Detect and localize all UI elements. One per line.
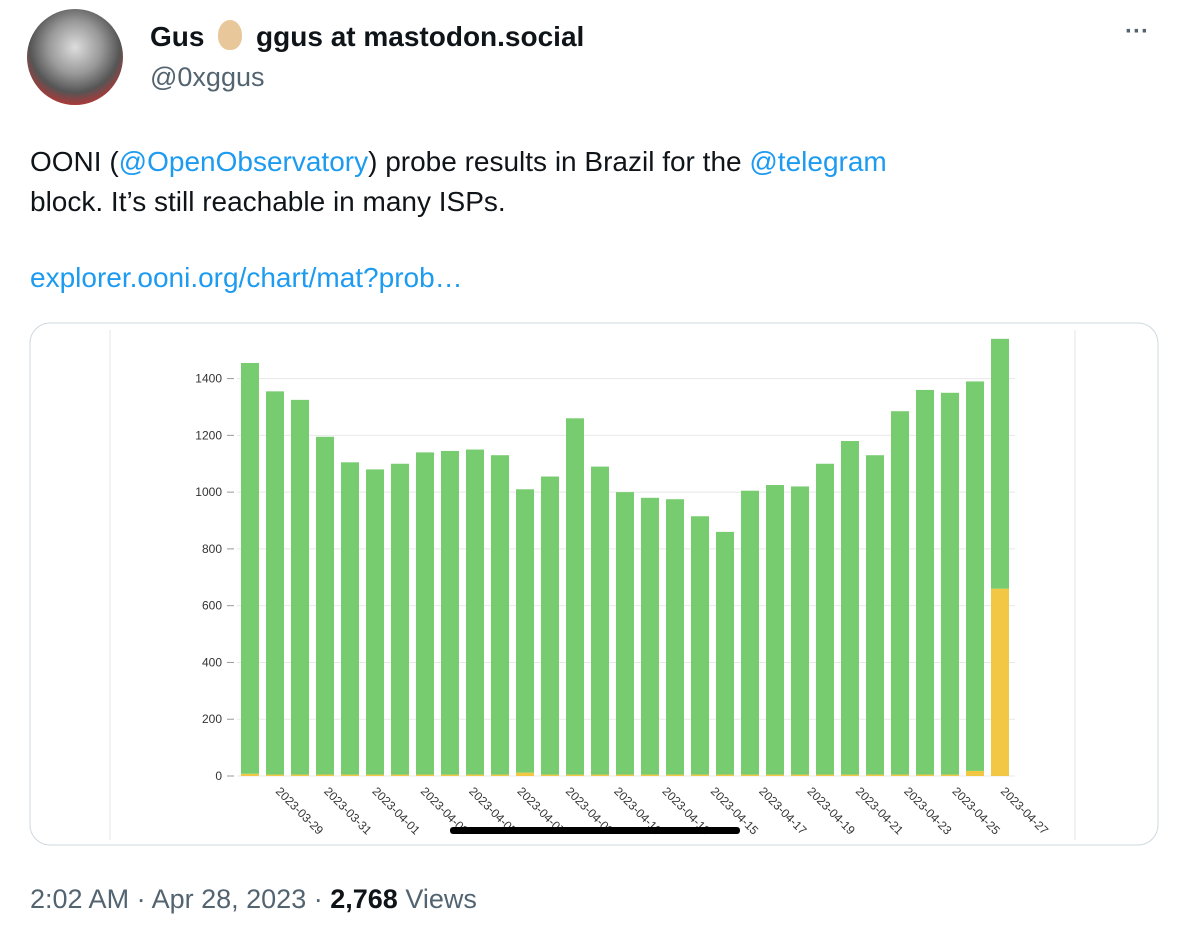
bar-segment	[966, 770, 984, 776]
bar-segment	[791, 774, 809, 776]
bar-segment	[966, 381, 984, 771]
bar-segment	[566, 418, 584, 775]
time[interactable]: 2:02 AM	[30, 884, 130, 914]
y-tick-label: 200	[202, 712, 222, 726]
bar-segment	[491, 774, 509, 776]
garlic-icon	[218, 20, 243, 50]
y-tick-label: 600	[202, 599, 222, 613]
bar-segment	[691, 774, 709, 776]
bar-segment	[941, 774, 959, 776]
more-menu[interactable]: ···	[1125, 18, 1149, 45]
bar-segment	[491, 455, 509, 775]
views-count: 2,768	[330, 884, 398, 914]
bar-segment	[541, 476, 559, 775]
tweet-meta: 2:02 AM · Apr 28, 2023 · 2,768 Views	[30, 884, 477, 915]
bar-segment	[316, 774, 334, 776]
bar-segment	[891, 411, 909, 775]
text: block. It’s still reachable in many ISPs…	[30, 186, 506, 217]
y-tick-label: 0	[215, 769, 222, 783]
bar-segment	[716, 774, 734, 776]
bar-segment	[891, 774, 909, 776]
bar-segment	[941, 392, 959, 775]
y-tick-label: 400	[202, 655, 222, 669]
bar-segment	[741, 774, 759, 776]
bar-segment	[241, 362, 259, 774]
bar-segment	[866, 774, 884, 776]
bar-segment	[366, 469, 384, 775]
bar-segment	[641, 497, 659, 775]
bar-segment	[841, 441, 859, 775]
bar-segment	[416, 452, 434, 775]
separator: ·	[136, 884, 146, 914]
tweet-text: OONI (@OpenObservatory) probe results in…	[30, 142, 887, 222]
bar-segment	[816, 463, 834, 775]
bar-segment	[641, 774, 659, 776]
bar-segment	[591, 774, 609, 776]
bar-segment	[266, 774, 284, 776]
bar-segment	[791, 486, 809, 775]
bar-segment	[441, 774, 459, 776]
separator: ·	[313, 884, 323, 914]
bar-segment	[816, 774, 834, 776]
y-tick-label: 1000	[195, 485, 222, 499]
bar-segment	[341, 774, 359, 776]
text: ) probe results in Brazil for the	[368, 146, 750, 177]
bar-segment	[616, 492, 634, 775]
bar-segment	[716, 531, 734, 775]
bar-segment	[591, 466, 609, 775]
bar-segment	[766, 774, 784, 776]
date[interactable]: Apr 28, 2023	[151, 884, 307, 914]
bar-segment	[741, 490, 759, 775]
bar-segment	[391, 774, 409, 776]
name-suffix: ggus at mastodon.social	[256, 21, 585, 52]
bar-segment	[466, 774, 484, 776]
text: OONI (	[30, 146, 119, 177]
bar-segment	[291, 399, 309, 775]
bar-segment	[466, 449, 484, 775]
mention[interactable]: @telegram	[749, 146, 887, 177]
link[interactable]: explorer.ooni.org/chart/mat?prob…	[30, 262, 463, 293]
bar-segment	[991, 588, 1009, 776]
bar-segment	[916, 774, 934, 776]
handle[interactable]: @0xggus	[150, 62, 265, 92]
bar-segment	[566, 774, 584, 776]
bar-segment	[366, 774, 384, 776]
redaction-bar	[450, 827, 740, 834]
bar-segment	[666, 499, 684, 775]
bar-segment	[516, 489, 534, 773]
bar-segment	[341, 462, 359, 775]
display-name[interactable]: Gus ggus at mastodon.social	[150, 20, 584, 53]
name: Gus	[150, 21, 205, 52]
bar-segment	[241, 773, 259, 776]
y-tick-label: 800	[202, 542, 222, 556]
y-tick-label: 1200	[195, 428, 222, 442]
bar-segment	[616, 774, 634, 776]
bar-segment	[866, 455, 884, 775]
bar-segment	[416, 774, 434, 776]
bar-segment	[516, 772, 534, 776]
bar-segment	[541, 774, 559, 776]
bar-segment	[841, 774, 859, 776]
bar-segment	[316, 436, 334, 775]
bar-segment	[391, 463, 409, 775]
mention[interactable]: @OpenObservatory	[118, 146, 369, 177]
bar-segment	[766, 485, 784, 775]
y-tick-label: 1400	[195, 372, 222, 386]
bar-segment	[916, 389, 934, 775]
bar-segment	[266, 391, 284, 775]
bar-segment	[991, 338, 1009, 589]
bar-segment	[666, 774, 684, 776]
bar-segment	[691, 516, 709, 775]
views-label: Views	[405, 884, 477, 914]
avatar[interactable]	[27, 9, 123, 105]
bar-segment	[441, 450, 459, 775]
bar-segment	[291, 774, 309, 776]
